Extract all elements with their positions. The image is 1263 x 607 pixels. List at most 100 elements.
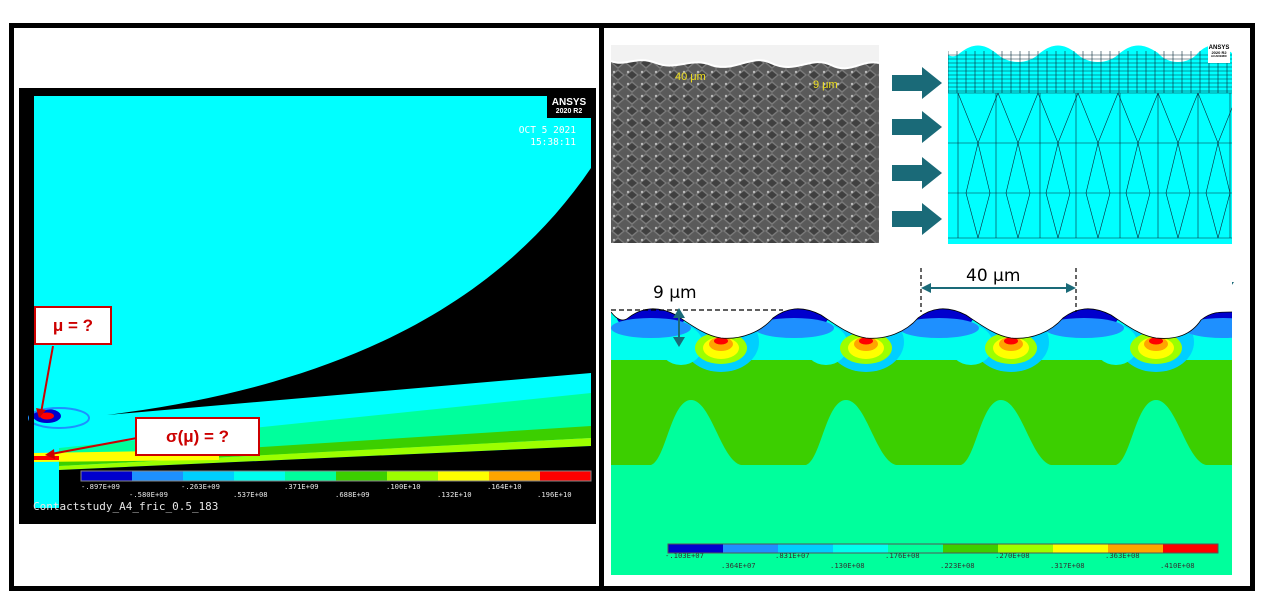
mesh-diag-line (1057, 92, 1079, 239)
legend-bottom-label: .688E+09 (335, 490, 370, 499)
contact-contour-graphic (28, 96, 592, 508)
mesh-diag-line (1177, 92, 1199, 239)
panel-divider (599, 23, 604, 591)
legend-swatch (336, 471, 387, 481)
sem-depth-label: 9 μm (813, 79, 838, 91)
contour-legend-swatch (723, 544, 778, 553)
stress-band-lime (59, 438, 591, 470)
contour-legend-bottom-label: .410E+08 (1160, 561, 1195, 570)
contour-legend-bottom-label: .130E+08 (830, 561, 865, 570)
legend-swatch (132, 471, 183, 481)
mesh-diag-line (1077, 92, 1099, 239)
sigma-arrow-head (45, 449, 55, 459)
date-stamp: OCT 5 2021 15:38:11 (519, 125, 576, 149)
contour-legend-bottom-label: .223E+08 (940, 561, 975, 570)
ansys-logo: ANSYS 2020 R2 (547, 96, 591, 118)
mu-arrow-line (40, 345, 54, 414)
legend-bottom-label: .537E+08 (233, 490, 268, 499)
width-arrow-head-right (1066, 283, 1076, 293)
fe-mesh-graphic (947, 43, 1239, 244)
sem-width-label: 40 μm (675, 71, 706, 83)
legend-top-label: .164E+10 (487, 482, 522, 491)
legend-swatch (387, 471, 438, 481)
contour-green-band (611, 370, 1232, 465)
ansys-logo-small: ANSYS 2020 R2 ACADEMIC (1208, 45, 1230, 63)
legend-bottom-label: .132E+10 (437, 490, 472, 499)
contour-legend-bottom-label: .317E+08 (1050, 561, 1085, 570)
right-arrows (892, 67, 942, 235)
contour-legend-border (667, 543, 1219, 554)
right-arrow-icon (892, 111, 942, 143)
contour-legend-top-label: -.103E+07 (665, 551, 704, 560)
contour-legend-swatch (998, 544, 1053, 553)
legend-bottom-label: -.580E+09 (129, 490, 168, 499)
sigma-arrow-line (50, 437, 138, 455)
stress-legend-bar (80, 470, 592, 482)
date-text: OCT 5 2021 (518, 125, 576, 136)
right-arrow-icon (892, 157, 942, 189)
legend-swatch (489, 471, 540, 481)
ansys-brand-small: ANSYS (1208, 45, 1230, 51)
time-text: 15:38:11 (530, 137, 576, 148)
right-arrow-icon (892, 67, 942, 99)
legend-top-label: -.897E+09 (81, 482, 120, 491)
legend-swatch (285, 471, 336, 481)
contour-legend-swatch (943, 544, 998, 553)
contact-zone-red (40, 412, 54, 420)
sem-micrograph: 40 μm 9 μm (611, 45, 879, 243)
legend-swatch (438, 471, 489, 481)
contour-legend-swatch (833, 544, 888, 553)
stress-contour-panel: 9 μm 40 μm -.103E+07 .831E+07 .176E+08 .… (610, 250, 1263, 575)
sem-texture (611, 45, 879, 243)
gap-wedge (107, 168, 591, 415)
mu-arrow-head (36, 408, 46, 418)
contour-legend-top-label: .831E+07 (775, 551, 810, 560)
contour-legend-top-label: .176E+08 (885, 551, 920, 560)
mesh-diag-line (957, 92, 979, 239)
mesh-diag-line (997, 92, 1019, 239)
stress-contour-graphic (610, 250, 1263, 575)
mesh-diag-line (1037, 92, 1059, 239)
width-arrow-head-left (921, 283, 931, 293)
contour-legend-bottom-label: .364E+07 (721, 561, 756, 570)
mesh-diag-line (1157, 92, 1179, 239)
contour-legend-swatch (888, 544, 943, 553)
mesh-diag-line (1217, 92, 1239, 239)
ansys-version-small: 2020 R2 (1211, 50, 1227, 55)
contour-legend-swatch (1108, 544, 1163, 553)
mesh-diag-line (977, 92, 999, 239)
depth-dimension-label: 9 μm (653, 283, 697, 303)
ansys-edition-small: ACADEMIC (1210, 54, 1228, 58)
mu-callout: μ = ? (34, 306, 112, 345)
contour-legend-top-label: .363E+08 (1105, 551, 1140, 560)
contour-legend-swatch (778, 544, 833, 553)
mesh-lines (947, 51, 1239, 239)
depth-arrow-head-top (673, 308, 685, 318)
legend-top-label: .371E+09 (284, 482, 319, 491)
legend-swatch (540, 471, 591, 481)
legend-top-label: -.263E+09 (181, 482, 220, 491)
contour-zone-red (1149, 337, 1163, 345)
contour-legend-bar (667, 543, 1219, 554)
contour-zone-red (1004, 337, 1018, 345)
sigma-callout: σ(μ) = ? (135, 417, 260, 456)
contour-legend-swatch (1163, 544, 1218, 553)
mesh-diag-line (1017, 92, 1039, 239)
ansys-contact-plot: ANSYS 2020 R2 OCT 5 2021 15:38:11 -.897E… (19, 88, 596, 524)
contour-zone-midblue (1044, 318, 1124, 338)
mesh-diag-line (1097, 92, 1119, 239)
legend-swatch (234, 471, 285, 481)
depth-arrow-head-bottom (673, 337, 685, 347)
legend-top-label: .100E+10 (386, 482, 421, 491)
contour-zone-midblue (611, 318, 691, 338)
indenter-region (611, 250, 1232, 339)
mesh-diag-line (1117, 92, 1139, 239)
contour-zone-red (714, 337, 728, 345)
indenter-profile (610, 308, 1233, 339)
contour-legend-top-label: .270E+08 (995, 551, 1030, 560)
mesh-diag-line (1197, 92, 1219, 239)
mesh-diag-line (1137, 92, 1159, 239)
contour-legend-swatch (668, 544, 723, 553)
width-dimension-label: 40 μm (966, 266, 1021, 286)
legend-swatch (81, 471, 132, 481)
